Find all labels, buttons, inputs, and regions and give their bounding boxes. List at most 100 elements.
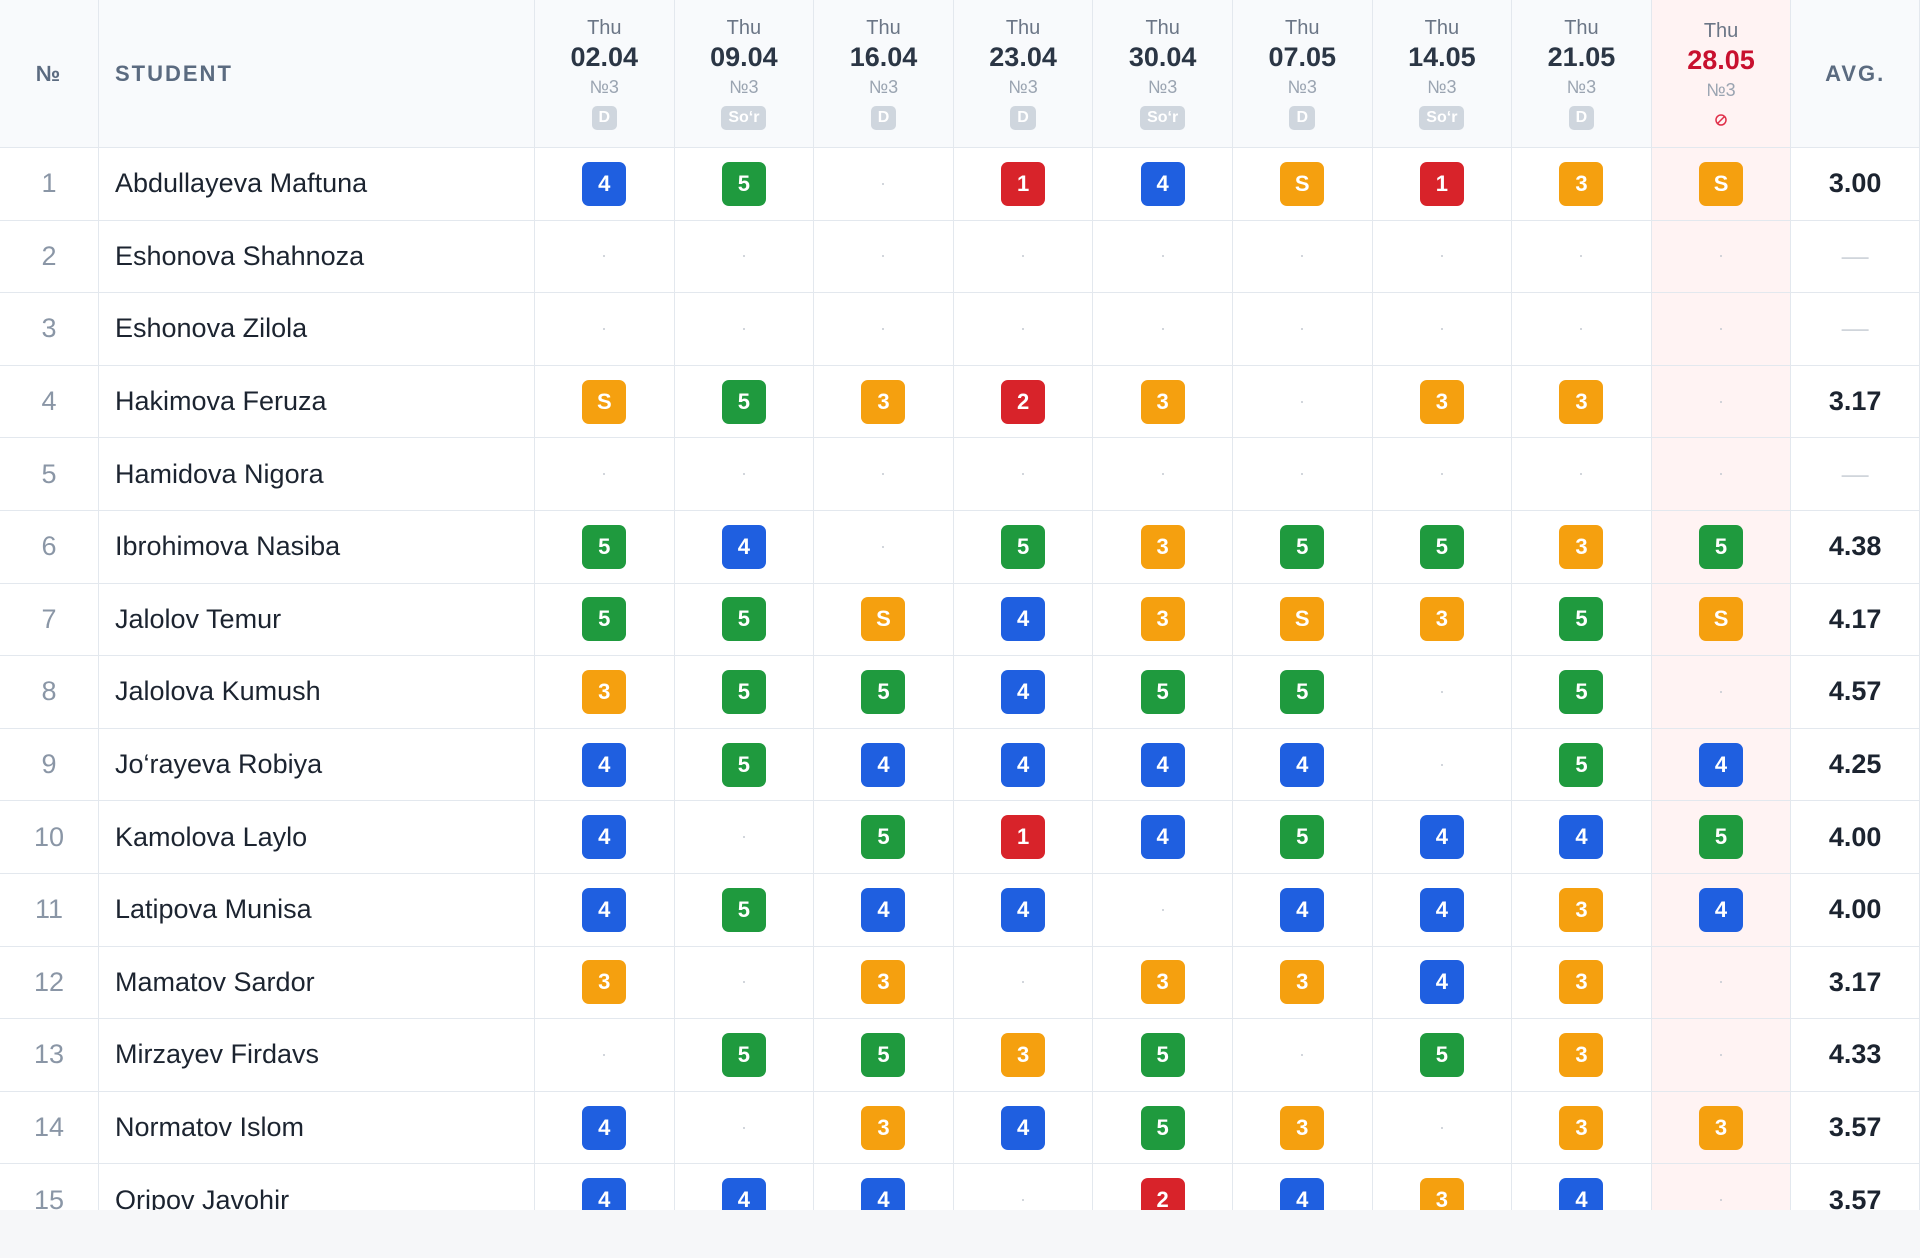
grade-cell[interactable] <box>1651 1019 1792 1092</box>
date-header[interactable]: Thu 09.04 №3 So‘r <box>674 0 815 148</box>
grade-cell[interactable] <box>535 1019 675 1092</box>
grade-cell[interactable]: 4 <box>1512 801 1652 874</box>
grade-cell[interactable]: S <box>1651 583 1792 657</box>
grade-cell[interactable] <box>1651 293 1792 366</box>
grade-cell[interactable]: S <box>814 583 954 657</box>
grade-cell[interactable]: 5 <box>674 873 815 947</box>
grade-cell[interactable]: 5 <box>1372 510 1513 584</box>
grade-cell[interactable] <box>674 946 815 1020</box>
grade-cell[interactable] <box>674 220 815 294</box>
grade-cell[interactable]: 3 <box>1232 1091 1373 1165</box>
grade-cell[interactable]: 3 <box>1512 1019 1652 1092</box>
grade-cell[interactable] <box>1372 438 1513 511</box>
grade-cell[interactable]: 5 <box>1093 1091 1233 1165</box>
grade-cell[interactable] <box>953 946 1094 1020</box>
grade-cell[interactable] <box>1651 220 1792 294</box>
grade-cell[interactable]: 3 <box>1512 365 1652 439</box>
grade-cell[interactable] <box>1232 365 1373 439</box>
grade-cell[interactable]: 5 <box>1651 510 1792 584</box>
grade-cell[interactable]: 5 <box>674 656 815 729</box>
grade-cell[interactable]: 3 <box>814 1091 954 1165</box>
date-header[interactable]: Thu 28.05 №3 <box>1651 0 1792 148</box>
grade-cell[interactable]: 5 <box>535 583 675 657</box>
grade-cell[interactable] <box>1512 220 1652 294</box>
grade-cell[interactable]: 4 <box>535 801 675 874</box>
grade-cell[interactable]: 4 <box>1372 873 1513 947</box>
grade-cell[interactable]: 4 <box>1232 873 1373 947</box>
grade-cell[interactable]: 4 <box>1651 728 1792 802</box>
grade-cell[interactable]: S <box>1232 148 1373 221</box>
grade-cell[interactable]: 5 <box>1651 801 1792 874</box>
grade-cell[interactable]: 3 <box>1093 510 1233 584</box>
grade-cell[interactable] <box>814 293 954 366</box>
date-header[interactable]: Thu 21.05 №3 D <box>1512 0 1652 148</box>
grade-cell[interactable]: 4 <box>953 728 1094 802</box>
grade-cell[interactable] <box>674 801 815 874</box>
grade-cell[interactable]: 5 <box>814 1019 954 1092</box>
grade-cell[interactable] <box>535 293 675 366</box>
grade-cell[interactable] <box>674 293 815 366</box>
grade-cell[interactable] <box>674 438 815 511</box>
grade-cell[interactable]: 3 <box>1093 946 1233 1020</box>
grade-cell[interactable]: 5 <box>674 1019 815 1092</box>
grade-cell[interactable]: 4 <box>1372 801 1513 874</box>
grade-cell[interactable] <box>1372 656 1513 729</box>
grade-cell[interactable]: 3 <box>1651 1091 1792 1165</box>
grade-cell[interactable]: S <box>1232 583 1373 657</box>
grade-cell[interactable]: 4 <box>814 873 954 947</box>
grade-cell[interactable] <box>1093 438 1233 511</box>
grade-cell[interactable]: 3 <box>1373 1164 1513 1210</box>
grade-cell[interactable]: 5 <box>674 583 815 657</box>
grade-cell[interactable]: 4 <box>1093 801 1233 874</box>
grade-cell[interactable]: 4 <box>1232 728 1373 802</box>
grade-cell[interactable]: 3 <box>1093 583 1233 657</box>
grade-cell[interactable] <box>1372 220 1513 294</box>
grade-cell[interactable] <box>1093 873 1233 947</box>
grade-cell[interactable] <box>1232 220 1373 294</box>
grade-cell[interactable]: 3 <box>1512 510 1652 584</box>
grade-cell[interactable]: 4 <box>953 583 1094 657</box>
grade-cell[interactable]: 4 <box>953 873 1094 947</box>
grade-cell[interactable] <box>953 220 1094 294</box>
grade-cell[interactable]: 5 <box>1232 801 1373 874</box>
grade-cell[interactable]: 4 <box>675 1164 815 1210</box>
grade-cell[interactable]: 3 <box>1232 946 1373 1020</box>
grade-cell[interactable]: 3 <box>1512 873 1652 947</box>
grade-cell[interactable]: 4 <box>1512 1164 1652 1210</box>
grade-cell[interactable]: 5 <box>1093 656 1233 729</box>
grade-cell[interactable]: 1 <box>953 148 1094 221</box>
grade-cell[interactable]: 5 <box>1512 656 1652 729</box>
grade-cell[interactable] <box>1372 293 1513 366</box>
grade-cell[interactable]: 5 <box>674 148 815 221</box>
grade-cell[interactable]: 4 <box>814 1164 954 1210</box>
grade-cell[interactable] <box>814 220 954 294</box>
grade-cell[interactable]: 5 <box>1232 656 1373 729</box>
grade-cell[interactable]: 5 <box>674 728 815 802</box>
grade-cell[interactable]: 3 <box>1512 1091 1652 1165</box>
grade-cell[interactable]: 5 <box>674 365 815 439</box>
grade-cell[interactable]: 4 <box>1093 728 1233 802</box>
grade-cell[interactable] <box>535 220 675 294</box>
grade-cell[interactable] <box>953 293 1094 366</box>
grade-cell[interactable]: 4 <box>1093 148 1233 221</box>
date-header[interactable]: Thu 07.05 №3 D <box>1232 0 1373 148</box>
grade-cell[interactable] <box>1651 365 1792 439</box>
grade-cell[interactable]: 4 <box>535 1091 675 1165</box>
grade-cell[interactable] <box>1093 220 1233 294</box>
date-header[interactable]: Thu 16.04 №3 D <box>814 0 954 148</box>
date-header[interactable]: Thu 14.05 №3 So‘r <box>1372 0 1513 148</box>
grade-cell[interactable] <box>1651 1164 1792 1210</box>
grade-cell[interactable] <box>1512 293 1652 366</box>
grade-cell[interactable] <box>1232 1019 1373 1092</box>
grade-cell[interactable]: 3 <box>1372 365 1513 439</box>
grade-cell[interactable]: 4 <box>1233 1164 1373 1210</box>
date-header[interactable]: Thu 02.04 №3 D <box>535 0 675 148</box>
grade-cell[interactable] <box>674 1091 815 1165</box>
grade-cell[interactable]: 3 <box>535 656 675 729</box>
grade-cell[interactable] <box>1232 438 1373 511</box>
grade-cell[interactable] <box>1651 946 1792 1020</box>
grade-cell[interactable] <box>1093 293 1233 366</box>
grade-cell[interactable]: 5 <box>1512 728 1652 802</box>
grade-cell[interactable]: 4 <box>953 656 1094 729</box>
grade-cell[interactable]: 5 <box>814 656 954 729</box>
